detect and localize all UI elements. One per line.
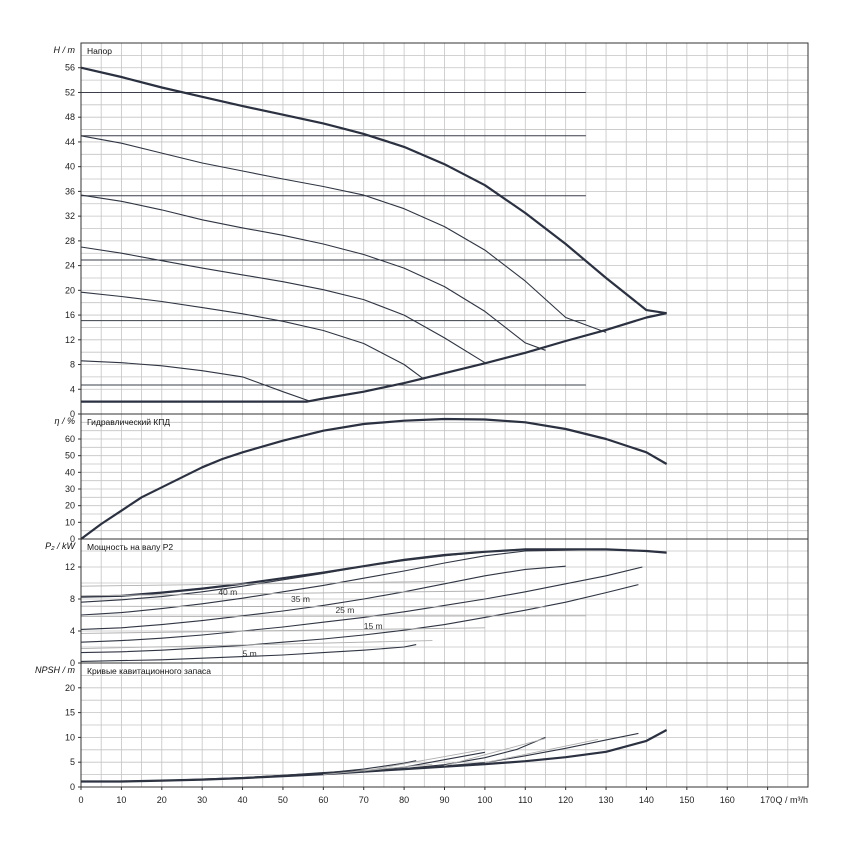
y-tick-label: 4 [70, 384, 75, 394]
y-tick-label: 20 [65, 683, 75, 693]
series-line-gray [323, 763, 433, 776]
x-tick-label: 40 [238, 795, 248, 805]
y-tick-label: 12 [65, 562, 75, 572]
panel-title: Гидравлический КПД [87, 417, 170, 427]
x-axis-label: Q / m³/h [775, 795, 808, 805]
series-line-bold [80, 548, 667, 598]
y-tick-label: 15 [65, 708, 75, 718]
curve-label: 40 m [218, 587, 237, 597]
x-tick-label: 140 [639, 795, 654, 805]
y-tick-label: 40 [65, 162, 75, 172]
series-line-gray [80, 627, 485, 634]
x-tick-label: 130 [599, 795, 614, 805]
curve-label: 5 m [243, 648, 257, 658]
curve-label: 15 m [364, 621, 383, 631]
x-tick-label: 30 [197, 795, 207, 805]
curve-label: 25 m [335, 605, 354, 615]
y-tick-label: 28 [65, 236, 75, 246]
series-line-gray [80, 640, 433, 650]
y-tick-label: 30 [65, 484, 75, 494]
y-tick-label: 0 [70, 658, 75, 668]
x-tick-label: 150 [679, 795, 694, 805]
series-line-gray [80, 615, 586, 618]
series-line-thin [80, 360, 312, 403]
series-line-thin [80, 584, 639, 654]
y-tick-label: 52 [65, 87, 75, 97]
y-tick-label: 20 [65, 501, 75, 511]
x-tick-label: 110 [518, 795, 532, 805]
y-axis-label: H / m [54, 45, 76, 55]
y-tick-label: 20 [65, 285, 75, 295]
y-tick-label: 56 [65, 63, 75, 73]
x-tick-label: 90 [439, 795, 449, 805]
y-tick-label: 10 [65, 732, 75, 742]
x-tick-label: 160 [720, 795, 735, 805]
x-tick-label: 60 [318, 795, 328, 805]
series-line-thin [80, 548, 607, 616]
y-tick-label: 36 [65, 186, 75, 196]
x-tick-label: 70 [359, 795, 369, 805]
y-tick-label: 24 [65, 261, 75, 271]
y-tick-label: 0 [70, 409, 75, 419]
x-tick-label: 100 [477, 795, 492, 805]
x-tick-label: 20 [157, 795, 167, 805]
y-tick-label: 8 [70, 594, 75, 604]
series-line-thin [323, 736, 546, 775]
y-tick-label: 60 [65, 434, 75, 444]
series-line-bold [80, 66, 667, 315]
series-line-gray [80, 580, 445, 587]
y-tick-label: 32 [65, 211, 75, 221]
x-tick-label: 170 [760, 795, 775, 805]
y-tick-label: 48 [65, 112, 75, 122]
y-tick-label: 50 [65, 451, 75, 461]
series-line-thin [80, 566, 643, 643]
series-line-gray [80, 605, 546, 608]
y-tick-label: 5 [70, 757, 75, 767]
series-layer [80, 66, 668, 783]
series-line-thin [80, 194, 546, 351]
series-line-gray [484, 738, 599, 764]
frame-layer [78, 42, 809, 790]
series-line-bold [80, 417, 668, 540]
x-tick-label: 80 [399, 795, 409, 805]
x-tick-label: 10 [116, 795, 126, 805]
x-tick-label: 0 [78, 795, 83, 805]
y-axis-label: η / % [54, 416, 75, 426]
y-tick-label: 44 [65, 137, 75, 147]
y-tick-label: 0 [70, 782, 75, 792]
series-line-thin [404, 732, 639, 770]
y-tick-label: 10 [65, 517, 75, 527]
panel-title: Кривые кавитационного запаса [87, 666, 211, 676]
y-tick-label: 16 [65, 310, 75, 320]
y-axis-label: P₂ / kW [45, 541, 76, 551]
y-tick-label: 0 [70, 534, 75, 544]
x-tick-label: 120 [558, 795, 573, 805]
series-line-gray [80, 590, 485, 597]
series-line-thin [80, 246, 486, 364]
series-line-bold [81, 312, 667, 403]
series-line-gray [363, 748, 485, 772]
y-axis-label: NPSH / m [35, 665, 76, 675]
series-line-thin [80, 565, 566, 630]
y-tick-label: 8 [70, 360, 75, 370]
series-line-gray [444, 737, 546, 767]
y-tick-label: 40 [65, 467, 75, 477]
x-tick-label: 50 [278, 795, 288, 805]
series-line-thin [80, 291, 425, 380]
y-tick-label: 12 [65, 335, 75, 345]
y-tick-label: 4 [70, 626, 75, 636]
series-line-thin [80, 644, 417, 662]
curve-label: 35 m [291, 594, 310, 604]
series-line-thin [80, 548, 518, 603]
panel-title: Мощность на валу P2 [87, 542, 173, 552]
panel-title: Напор [87, 46, 112, 56]
series-line-thin [80, 135, 607, 333]
